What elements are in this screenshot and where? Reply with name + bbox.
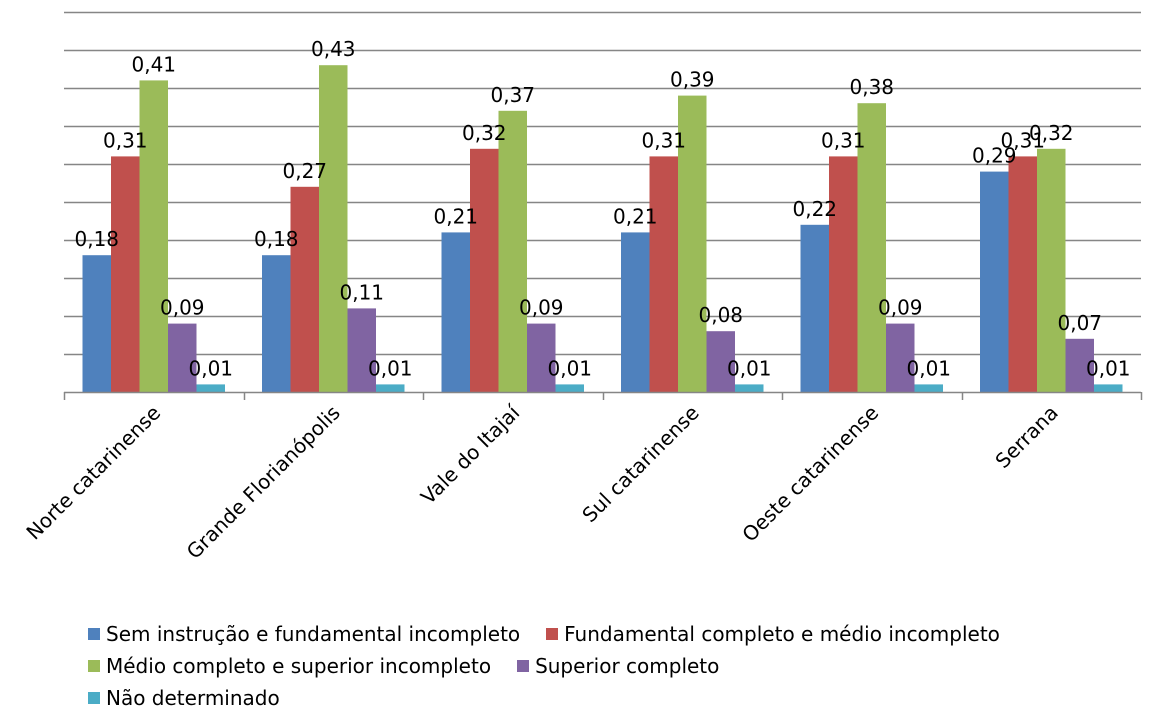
bar [735,384,764,392]
legend-label: Médio completo e superior incompleto [106,654,492,678]
bar [1008,156,1037,392]
legend-item-series-4: Superior completo [517,654,719,678]
bar [111,156,140,392]
data-label: 0,43 [311,37,356,61]
bar [914,384,943,392]
legend-row: Sem instrução e fundamental incompleto F… [88,618,1138,650]
legend-swatch [88,660,100,672]
data-labels: 0,18 0,180,21 0,21 0,220,290,310,270,32 0,31… [74,37,1130,380]
bar [470,148,499,392]
data-label: 0,39 [670,68,715,92]
gridlines [64,11,1141,356]
data-label: 0,21 [433,204,478,228]
data-label: 0,18 [74,227,119,251]
data-label: 0,11 [339,280,384,304]
bar [800,224,829,392]
data-label: 0,18 [254,227,299,251]
bar [829,156,858,392]
data-label: 0,01 [906,356,951,380]
data-label: 0,32 [462,121,507,145]
bar [1065,338,1094,392]
bar [527,323,556,392]
data-label: 0,41 [131,52,176,76]
data-label: 0,01 [188,356,233,380]
data-label: 0,22 [792,197,837,221]
legend-swatch [517,660,530,672]
bar [678,95,707,392]
bar [1094,384,1123,392]
legend: Sem instrução e fundamental incompleto F… [88,618,1138,714]
bar [82,255,111,392]
bar [441,232,470,392]
data-label: 0,09 [878,296,923,320]
bar [196,384,225,392]
data-label: 0,31 [641,128,686,152]
legend-row: Médio completo e superior incompleto Sup… [88,650,1138,682]
bar [168,323,197,392]
bar [857,103,886,392]
bar-chart: 0,18 0,180,21 0,21 0,220,290,310,270,32 0,31… [21,11,1143,564]
x-axis [63,391,1143,400]
bar [555,384,584,392]
bar [886,323,915,392]
bar [347,308,376,392]
bar [621,232,650,392]
legend-label: Não determinado [106,686,280,710]
legend-row: Não determinado [88,682,1138,714]
bar [706,331,735,392]
legend-swatch [546,628,559,640]
bar [290,186,319,392]
data-label: 0,31 [821,128,866,152]
legend-item-series-2: Fundamental completo e médio incompleto [546,622,1000,646]
bar [1037,148,1066,392]
bar [319,65,348,392]
data-label: 0,09 [160,296,205,320]
legend-item-series-3: Médio completo e superior incompleto [88,654,491,678]
bar [649,156,678,392]
data-label: 0,01 [727,356,772,380]
data-label: 0,09 [519,296,564,320]
data-label: 0,01 [1086,356,1131,380]
legend-item-series-1: Sem instrução e fundamental incompleto [88,622,520,646]
bar [139,80,168,393]
category-label: Serrana [990,401,1062,473]
category-label: Grande Florianópolis [182,401,345,564]
legend-swatch [88,628,100,640]
legend-swatch [88,692,100,704]
data-label: 0,38 [849,75,894,99]
bar [980,171,1009,392]
data-label: 0,08 [698,303,743,327]
bar [498,110,527,393]
data-label: 0,21 [613,204,658,228]
bar [262,255,291,392]
data-label: 0,01 [368,356,413,380]
category-label: Vale do Itajaí [416,400,525,509]
category-label: Oeste catarinense [737,401,883,547]
legend-label: Sem instrução e fundamental incompleto [106,622,521,646]
data-label: 0,37 [490,83,535,107]
data-label: 0,01 [547,356,592,380]
data-label: 0,27 [282,159,327,183]
legend-label: Superior completo [535,654,720,678]
category-label: Norte catarinense [21,401,165,545]
bar [376,384,405,392]
category-label: Sul catarinense [577,401,703,527]
data-label: 0,31 [1000,128,1045,152]
data-label: 0,07 [1057,311,1102,335]
data-label: 0,32 [1029,121,1074,145]
category-labels: Norte catarinense Grande Florianópolis Val… [21,400,1062,564]
legend-label: Fundamental completo e médio incompleto [564,622,1000,646]
data-label: 0,29 [972,144,1017,168]
data-label: 0,31 [103,128,148,152]
legend-item-series-5: Não determinado [88,686,280,710]
bar-series [82,65,1123,393]
